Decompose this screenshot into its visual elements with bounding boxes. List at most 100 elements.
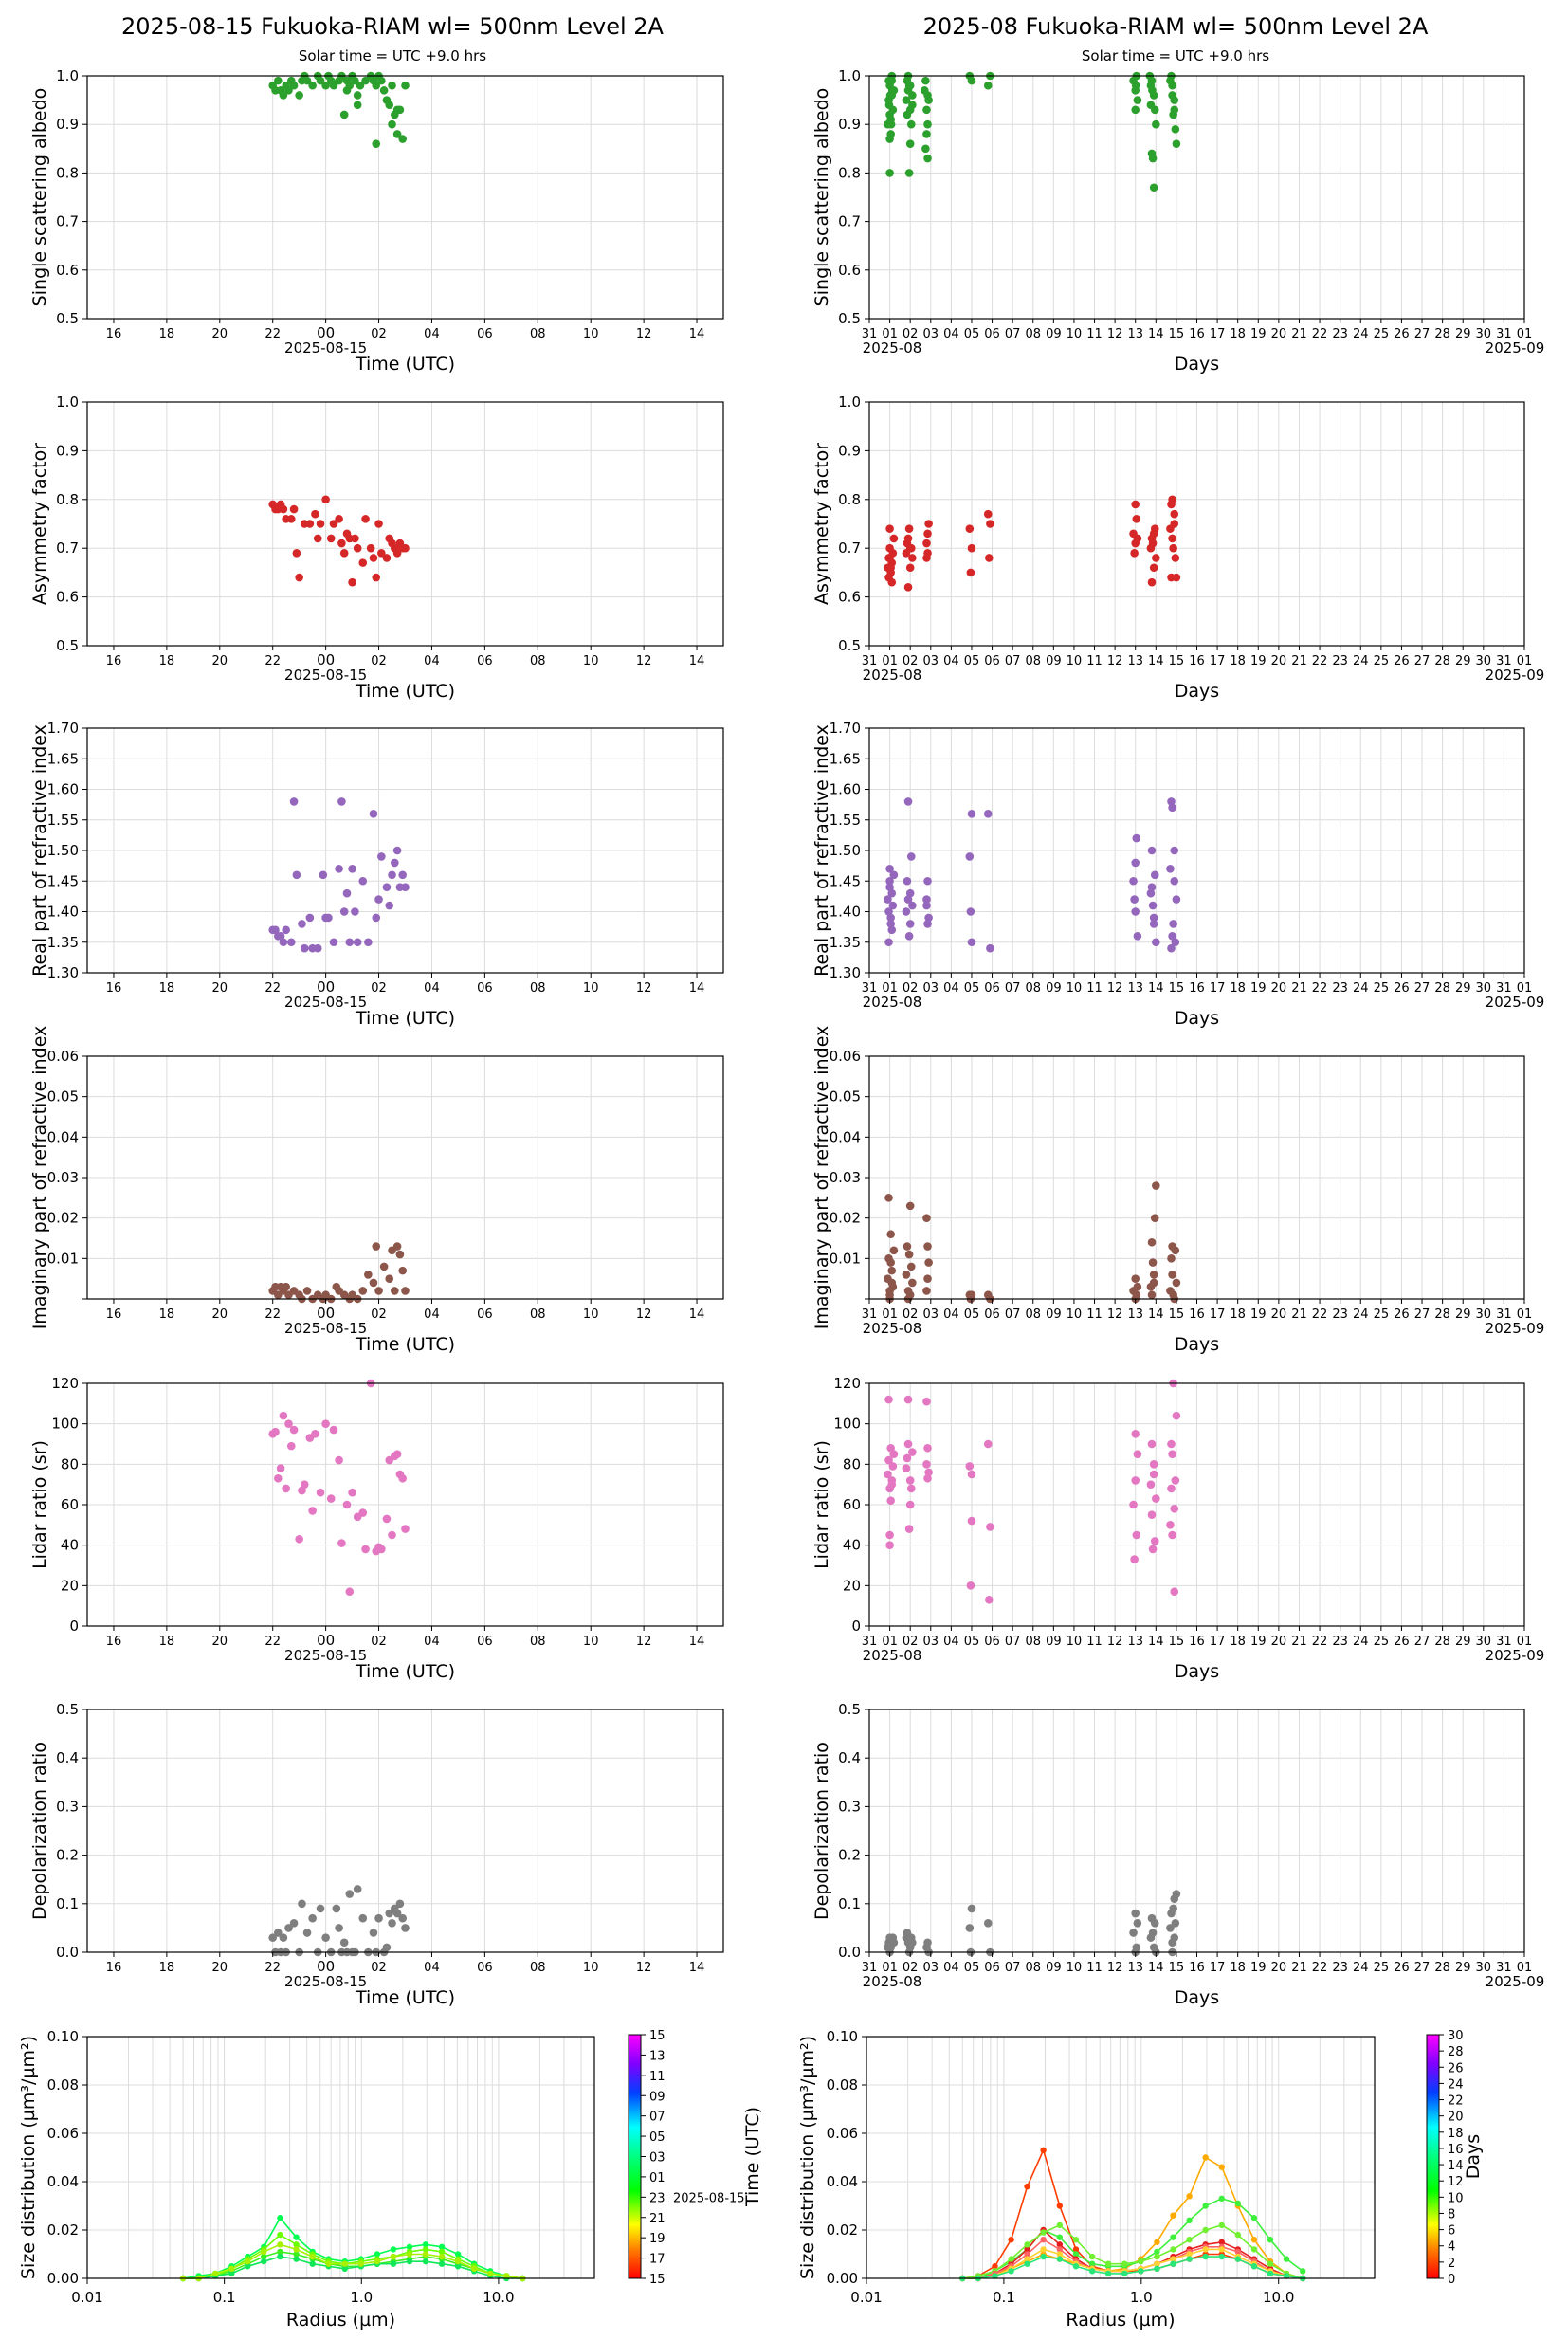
x-tick-label: 04 <box>424 1635 440 1649</box>
x-tick-label: 10 <box>583 981 599 996</box>
x-tick-label: 29 <box>1455 1635 1471 1649</box>
data-point <box>321 1933 330 1942</box>
data-point <box>388 870 396 880</box>
data-point <box>305 913 315 923</box>
series-point <box>1104 2270 1112 2277</box>
x-tick-label: 22 <box>264 1961 281 1975</box>
x-axis-label: Radius (µm) <box>1066 2310 1175 2331</box>
data-point <box>902 1271 911 1279</box>
series-point <box>1040 2147 1047 2154</box>
x-tick-label: 22 <box>1312 1307 1328 1322</box>
series-point <box>1040 2246 1047 2253</box>
y-tick-label: 1.55 <box>47 812 79 829</box>
series-point <box>406 2251 413 2258</box>
colorbar-tick-label: 07 <box>649 2111 665 2125</box>
y-tick-label: 0.10 <box>827 2028 858 2045</box>
data-point <box>274 1929 283 1937</box>
y-tick-label: 0.01 <box>830 1250 861 1267</box>
data-point <box>1152 1494 1160 1503</box>
x-tick-label: 21 <box>1291 654 1307 668</box>
y-tick-label: 0.8 <box>56 491 79 508</box>
data-point <box>395 1250 405 1259</box>
x-axis-label: Time (UTC) <box>355 1008 455 1029</box>
series-point <box>277 2253 283 2260</box>
data-point <box>885 524 894 533</box>
data-point <box>324 913 333 923</box>
series-point <box>422 2241 429 2248</box>
data-point <box>392 105 402 115</box>
series-point <box>1024 2246 1030 2253</box>
data-point <box>335 1455 343 1465</box>
series-line <box>183 2256 523 2279</box>
series-point <box>1154 2239 1160 2245</box>
data-point <box>908 1448 917 1456</box>
x-tick-label: 27 <box>1414 1635 1431 1649</box>
x-tick-label: 13 <box>1127 1307 1143 1322</box>
x-tick-label: 20 <box>212 1307 228 1322</box>
series-point <box>422 2246 429 2253</box>
data-point <box>924 520 933 528</box>
x-tick-label: 07 <box>1005 981 1021 996</box>
x-tick-label: 10 <box>583 1961 599 1975</box>
x-date-label: 2025-08-15 <box>284 667 367 684</box>
data-point <box>966 1581 975 1590</box>
x-tick-label: 18 <box>1230 1307 1246 1322</box>
data-point <box>1149 529 1158 539</box>
y-axis-label: Asymmetry factor <box>811 443 832 605</box>
series-point <box>1170 2246 1176 2253</box>
data-point <box>392 1909 402 1918</box>
data-point <box>884 938 893 947</box>
data-point <box>392 130 402 138</box>
data-point <box>1172 895 1181 904</box>
data-point <box>1152 554 1160 562</box>
data-point <box>1148 1929 1158 1937</box>
x-tick-label: 06 <box>984 327 1000 341</box>
data-point <box>388 81 396 90</box>
data-point <box>308 1507 317 1515</box>
data-point <box>339 1938 349 1947</box>
data-point <box>372 139 381 148</box>
x-axis-label: Days <box>1175 354 1219 375</box>
data-point <box>923 154 932 163</box>
x-tick-label: 14 <box>1148 1307 1164 1322</box>
series-point <box>1024 2251 1030 2258</box>
y-tick-label: 0.06 <box>827 2125 858 2142</box>
series-line <box>182 2216 523 2279</box>
x-tick-label: 21 <box>1291 327 1307 341</box>
y-tick-label: 0.0 <box>56 1944 79 1961</box>
series-point <box>309 2260 316 2267</box>
colorbar-tick-label: 2 <box>1448 2257 1455 2271</box>
series-point <box>277 2248 283 2256</box>
data-point <box>319 870 328 880</box>
x-tick-label: 08 <box>1025 1961 1041 1975</box>
data-point <box>276 1464 285 1472</box>
y-tick-label: 1.35 <box>47 934 79 951</box>
series-line <box>962 2248 1304 2279</box>
data-point <box>289 81 299 90</box>
data-point <box>372 573 381 582</box>
data-point <box>369 810 378 818</box>
data-point <box>353 91 362 100</box>
x-tick-label: 00 <box>317 1958 335 1975</box>
x-tick-label: 26 <box>1394 1961 1410 1975</box>
x-tick-label: 26 <box>1394 981 1410 996</box>
series-point <box>992 2263 998 2270</box>
x-tick-label: 30 <box>1476 1635 1492 1649</box>
data-point <box>295 91 303 100</box>
data-point <box>1170 1587 1179 1597</box>
x-tick-label: 08 <box>1025 1635 1041 1649</box>
data-point <box>889 1246 899 1255</box>
data-point <box>888 901 898 910</box>
data-point <box>1149 1460 1158 1469</box>
x-tick-label: 18 <box>1230 654 1246 668</box>
data-point <box>1133 1282 1142 1291</box>
data-point <box>279 91 288 100</box>
x-tick-label: 04 <box>424 981 440 996</box>
data-point <box>1168 1242 1176 1251</box>
y-tick-label: 60 <box>843 1496 861 1513</box>
y-tick-label: 0.5 <box>838 310 861 327</box>
series-point <box>245 2258 251 2265</box>
data-point <box>276 932 285 941</box>
x-tick-label: 16 <box>106 327 122 341</box>
y-tick-label: 0.00 <box>827 2270 858 2287</box>
